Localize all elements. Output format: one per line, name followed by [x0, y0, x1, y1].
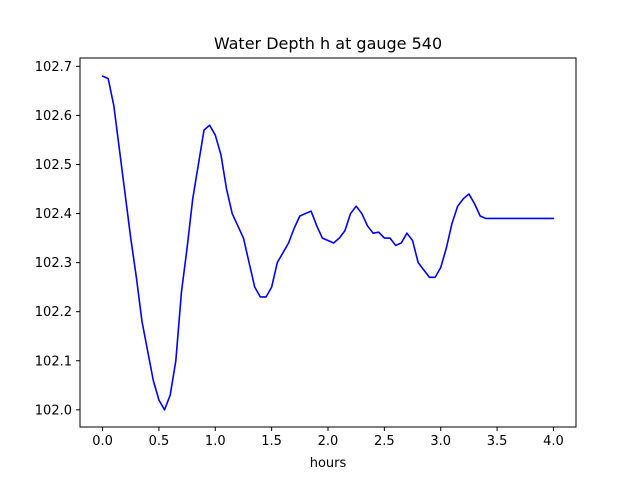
y-tick-label: 102.4: [35, 207, 72, 222]
x-tick-label: 2.5: [374, 434, 395, 449]
chart-title: Water Depth h at gauge 540: [214, 34, 442, 53]
y-tick-label: 102.2: [35, 305, 72, 320]
x-tick-label: 3.0: [430, 434, 451, 449]
y-axis: 102.0 102.1 102.2 102.3 102.4 102.5 102.6 102.7: [35, 60, 80, 418]
x-tick-label: 4.0: [543, 434, 564, 449]
x-axis-label: hours: [310, 456, 347, 471]
x-tick-label: 3.5: [487, 434, 508, 449]
y-tick-label: 102.6: [35, 109, 72, 124]
x-tick-label: 1.5: [261, 434, 282, 449]
x-tick-label: 0.5: [149, 434, 170, 449]
x-tick-label: 1.0: [205, 434, 226, 449]
x-tick-label: 2.0: [318, 434, 339, 449]
series-line-0: [101, 75, 555, 411]
y-tick-label: 102.0: [35, 403, 72, 418]
y-tick-label: 102.1: [35, 354, 72, 369]
y-tick-label: 102.7: [35, 60, 72, 75]
x-axis: 0.0 0.5 1.0 1.5 2.0 2.5 3.0 3.5 4.0: [92, 427, 564, 449]
y-tick-label: 102.3: [35, 256, 72, 271]
x-tick-label: 0.0: [92, 434, 113, 449]
y-tick-label: 102.5: [35, 158, 72, 173]
